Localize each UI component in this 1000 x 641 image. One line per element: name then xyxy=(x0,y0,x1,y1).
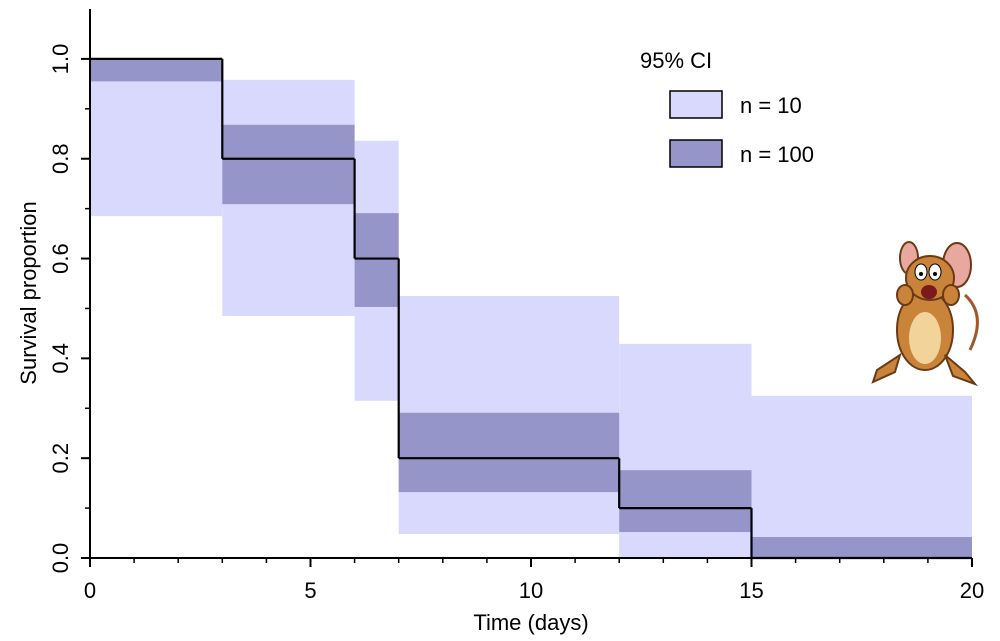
legend-label: n = 10 xyxy=(740,93,802,118)
ci-band xyxy=(398,412,620,493)
x-tick-label: 15 xyxy=(739,578,763,603)
x-tick-label: 5 xyxy=(304,578,316,603)
legend-swatch xyxy=(669,139,723,168)
ci-band xyxy=(222,124,355,205)
x-tick-label: 20 xyxy=(960,578,984,603)
axes: 0 5 10 15 20 0.0 0.2 0.4 0.6 0.8 1.0 xyxy=(48,9,984,603)
y-tick-label: 1.0 xyxy=(48,44,73,75)
y-tick-label: 0.2 xyxy=(48,443,73,474)
y-tick-label: 0.0 xyxy=(48,543,73,574)
y-axis-label: Survival proportion xyxy=(16,201,41,384)
legend-label: n = 100 xyxy=(740,142,814,167)
x-tick-label: 10 xyxy=(519,578,543,603)
ci-band xyxy=(619,470,752,533)
y-tick-label: 0.6 xyxy=(48,243,73,274)
x-tick-label: 0 xyxy=(84,578,96,603)
ci-band xyxy=(90,58,223,217)
bands xyxy=(90,58,972,558)
ci-band xyxy=(354,213,399,307)
legend-swatch xyxy=(669,90,723,119)
y-tick-label: 0.4 xyxy=(48,343,73,374)
mouse-illustration xyxy=(871,241,979,387)
legend-title: 95% CI xyxy=(640,48,712,73)
ci-band xyxy=(751,537,972,558)
y-tick-label: 0.8 xyxy=(48,143,73,174)
x-axis-label: Time (days) xyxy=(473,610,588,635)
ci-band xyxy=(751,395,972,558)
ci-band xyxy=(90,58,223,82)
